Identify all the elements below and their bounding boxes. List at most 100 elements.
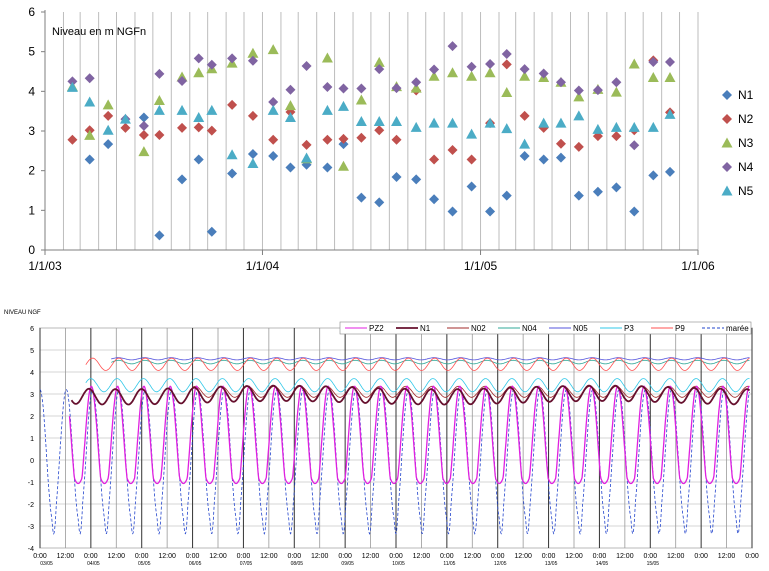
x-tick-label: 0:00 — [389, 553, 403, 560]
y-tick-label: 3 — [30, 392, 34, 399]
data-point — [410, 121, 422, 132]
y-axis-label: NIVEAU NGF — [4, 310, 41, 316]
legend: N1 N2 N3 N4 N5 — [721, 88, 754, 198]
series-n4 — [67, 41, 675, 151]
x-tick-label: 0:00 — [287, 553, 301, 560]
legend-label: N4 — [738, 160, 754, 174]
data-point — [428, 117, 440, 128]
x-date-label: 09/05 — [341, 561, 354, 567]
series-line-n02 — [192, 385, 750, 398]
data-point — [485, 206, 496, 217]
data-point — [647, 121, 659, 132]
data-point — [429, 64, 440, 75]
data-point — [501, 87, 513, 98]
data-point — [176, 104, 188, 115]
data-point — [519, 150, 530, 161]
x-tick-label: 1/1/03 — [28, 259, 62, 273]
y-tick-label: 5 — [28, 45, 35, 59]
data-point — [374, 125, 385, 136]
vertical-gridlines — [62, 12, 699, 250]
data-point — [67, 76, 78, 87]
data-point — [321, 104, 333, 115]
x-tick-label: 0:00 — [491, 553, 505, 560]
legend-label: N2 — [738, 112, 754, 126]
data-point — [447, 67, 459, 78]
legend-label: N1 — [738, 88, 754, 102]
data-point — [338, 133, 349, 144]
data-point — [66, 81, 78, 92]
data-point — [268, 150, 279, 161]
data-point — [664, 56, 675, 67]
data-point — [177, 76, 188, 87]
data-point — [374, 197, 385, 208]
legend-label: N02 — [471, 324, 486, 333]
x-date-label: 14/05 — [596, 561, 609, 567]
data-point — [103, 139, 114, 150]
data-point — [647, 71, 659, 82]
legend-label: marée — [726, 324, 749, 333]
data-point — [466, 128, 478, 139]
x-tick-label: 1/1/05 — [464, 259, 498, 273]
data-point — [103, 110, 114, 121]
data-point — [153, 94, 165, 105]
x-date-label: 03/05 — [40, 561, 53, 567]
data-point — [267, 44, 279, 55]
data-point — [227, 53, 238, 64]
x-tick-label: 12:00 — [514, 553, 532, 560]
data-point — [138, 112, 149, 123]
x-date-label: 05/05 — [138, 561, 151, 567]
data-point — [206, 104, 218, 115]
y-tick-label: 1 — [28, 203, 35, 217]
data-point — [247, 158, 259, 169]
legend-label: N1 — [420, 324, 431, 333]
data-point — [301, 152, 313, 163]
data-point — [206, 226, 217, 237]
data-point — [193, 53, 204, 64]
series-n1 — [84, 112, 675, 241]
data-point — [501, 59, 512, 70]
data-point — [177, 122, 188, 133]
data-point — [538, 68, 549, 79]
data-point — [519, 64, 530, 75]
data-point — [722, 90, 732, 100]
data-point — [102, 99, 114, 110]
legend-box — [339, 321, 752, 335]
data-point — [466, 181, 477, 192]
data-point — [573, 110, 585, 121]
data-point — [722, 162, 732, 172]
data-point — [206, 59, 217, 70]
data-point — [301, 139, 312, 150]
data-point — [573, 190, 584, 201]
x-tick-label: 12:00 — [362, 553, 380, 560]
legend-label: P9 — [675, 324, 685, 333]
data-point — [429, 194, 440, 205]
data-point — [555, 117, 567, 128]
data-point — [555, 138, 566, 149]
data-point — [193, 67, 205, 78]
x-date-label: 12/05 — [494, 561, 507, 567]
x-tick-label: 0:00 — [84, 553, 98, 560]
data-point — [519, 110, 530, 121]
data-point — [226, 149, 238, 160]
data-point — [555, 77, 566, 88]
x-date-label: 15/05 — [647, 561, 660, 567]
data-point — [337, 160, 349, 171]
data-point — [648, 56, 659, 67]
series-n5 — [66, 81, 676, 169]
data-point — [628, 58, 640, 69]
data-point — [447, 145, 458, 156]
x-tick-label: 0:00 — [135, 553, 149, 560]
vertical-gridlines — [39, 328, 753, 548]
x-tick-label: 0:00 — [745, 553, 759, 560]
x-tick-label: 0:00 — [440, 553, 454, 560]
data-point — [501, 190, 512, 201]
x-tick-label: 12:00 — [158, 553, 176, 560]
x-tick-label: 0:00 — [237, 553, 251, 560]
data-point — [321, 52, 333, 63]
data-point — [721, 137, 733, 148]
data-point — [67, 134, 78, 145]
data-point — [84, 96, 96, 107]
data-point — [629, 206, 640, 217]
x-tick-label: 0:00 — [643, 553, 657, 560]
